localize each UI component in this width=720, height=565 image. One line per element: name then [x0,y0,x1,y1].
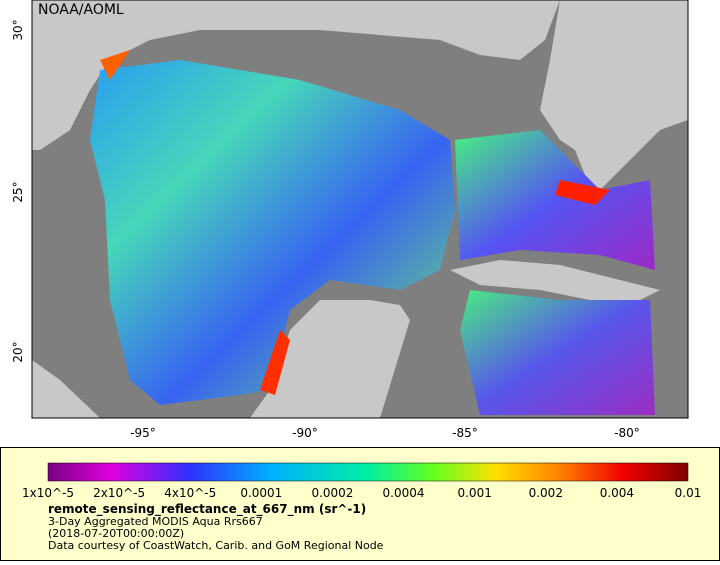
land-cuba [450,260,660,300]
land-yucatan [250,300,410,418]
legend-line: (2018-07-20T00:00:00Z) [48,527,184,540]
legend-title: remote_sensing_reflectance_at_667_nm (sr… [48,502,366,517]
colorbar-tick-label: 0.0004 [383,486,425,500]
data-coastal-high [260,330,290,395]
data-swath-south [460,290,655,415]
land-north [32,0,560,150]
colorbar-tick-label: 4x10^-5 [164,486,216,500]
map-frame [31,0,689,419]
colorbar-tick-label: 1x10^-5 [22,486,74,500]
credit: NOAA/AOML [38,2,124,18]
colorbar-tick-label: 2x10^-5 [93,486,145,500]
map: NOAA/AOML [32,0,688,418]
colorbar [47,462,689,482]
lon-label: -90° [292,426,318,440]
land-mexico [32,360,100,418]
lat-label: 30° [11,19,25,40]
land-florida [540,0,688,190]
colorbar-tick-label: 0.01 [675,486,702,500]
lat-labels: 30° 25° 20° [11,19,25,362]
lon-label: -85° [452,426,478,440]
lat-label: 25° [11,181,25,202]
colorbar-tick-label: 0.001 [457,486,491,500]
data-swath-east [455,130,655,270]
lon-labels: -95° -90° -85° -80° [130,426,640,440]
lon-label: -95° [130,426,156,440]
data-coastal-high [555,180,610,205]
lat-label: 20° [11,341,25,362]
colorbar-tick-label: 0.0002 [311,486,353,500]
legend: remote_sensing_reflectance_at_667_nm (sr… [0,447,720,561]
colorbar-tick-label: 0.0001 [240,486,282,500]
legend-line: 3-Day Aggregated MODIS Aqua Rrs667 [48,515,263,528]
colorbar-tick-label: 0.004 [600,486,634,500]
lon-label: -80° [614,426,640,440]
data-swath-west [90,60,455,405]
colorbar-tick-label: 0.002 [529,486,563,500]
data-coastal-high [100,50,130,80]
legend-line: Data courtesy of CoastWatch, Carib. and … [48,539,384,552]
